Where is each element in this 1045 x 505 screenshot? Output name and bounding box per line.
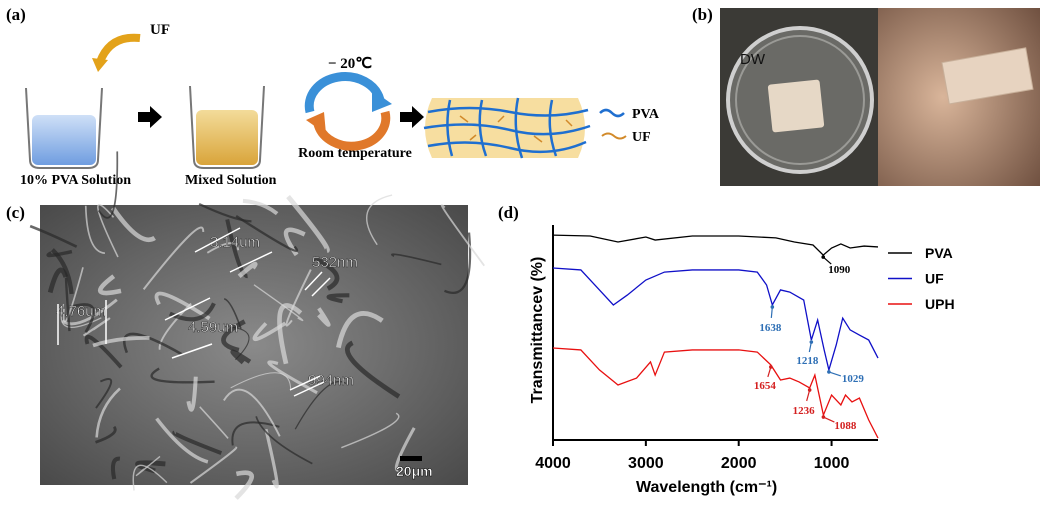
x-tick-label: 3000 [628,455,664,472]
scale-bar [400,456,422,461]
panel-a: (a) UF 10% PVA Solution Mixed Solution −… [6,5,660,188]
panel-label: (d) [498,203,519,222]
panel-b: (b) DW [692,5,1040,186]
spectrum-line [553,348,878,438]
x-axis-title: Wavelength (cm⁻¹) [636,479,777,496]
additive-label: UF [150,22,170,38]
panel-label: (b) [692,5,713,24]
legend-label: UF [632,130,651,145]
scale-bar-label: 20μm [396,463,433,479]
cycle-arrow [309,77,380,112]
step-arrow [400,106,424,128]
annotation-head [810,340,814,344]
annotation-head [771,305,775,309]
spectrum-line [553,235,878,255]
add-arrow [100,38,140,62]
legend-line [600,110,624,116]
liquid [196,110,258,165]
annotation-head [769,365,773,369]
cycle-arrow [318,112,386,146]
legend-line [602,134,626,139]
annotation-head [827,370,831,374]
x-tick-label: 4000 [535,455,571,472]
annotation-label: 1029 [842,373,865,385]
annotation-head [808,388,812,392]
x-tick-label: 1000 [814,455,850,472]
panel-c: (c) 3.14um 532nm 4.76um 4.59um 994nm 20μ… [6,151,484,498]
measurement: 4.59um [188,319,238,336]
legend-label: UF [925,271,944,287]
annotation-label: 1218 [796,355,819,367]
x-tick-label: 2000 [721,455,757,472]
annotation-arrow [823,417,834,422]
warm-label: Room temperature [298,146,412,161]
annotation-label: 1090 [828,264,851,276]
legend-label: PVA [632,107,660,122]
cold-label: − 20℃ [328,56,372,72]
annotation-arrow [829,372,841,376]
beaker-label: 10% PVA Solution [20,173,131,188]
annotation-label: 1088 [834,420,857,432]
panel-d: (d) Wavelength (cm⁻¹) Transmittancev (%)… [498,203,955,496]
annotation-label: 1638 [759,322,782,334]
annotation-label: 1236 [793,405,816,417]
step-arrow [138,106,162,128]
panel-label: (a) [6,5,26,24]
panel-label: (c) [6,203,25,222]
legend-label: UPH [925,296,955,312]
spectrum-line [553,268,878,370]
annotation-head [822,415,826,419]
legend-label: PVA [925,245,953,261]
hydrogel-sample [768,79,825,132]
figure: (a) UF 10% PVA Solution Mixed Solution −… [0,0,1045,505]
add-arrowhead [92,58,108,72]
measurement: 532nm [312,254,358,271]
y-axis-title: Transmittancev (%) [529,257,546,404]
measurement: 4.76um [56,303,106,320]
annotation-label: 1654 [754,380,777,392]
dish-label: DW [740,51,766,68]
beaker-label: Mixed Solution [185,173,277,188]
measurement: 3.14um [210,234,260,251]
annotation-head [821,255,825,259]
liquid [32,115,96,165]
